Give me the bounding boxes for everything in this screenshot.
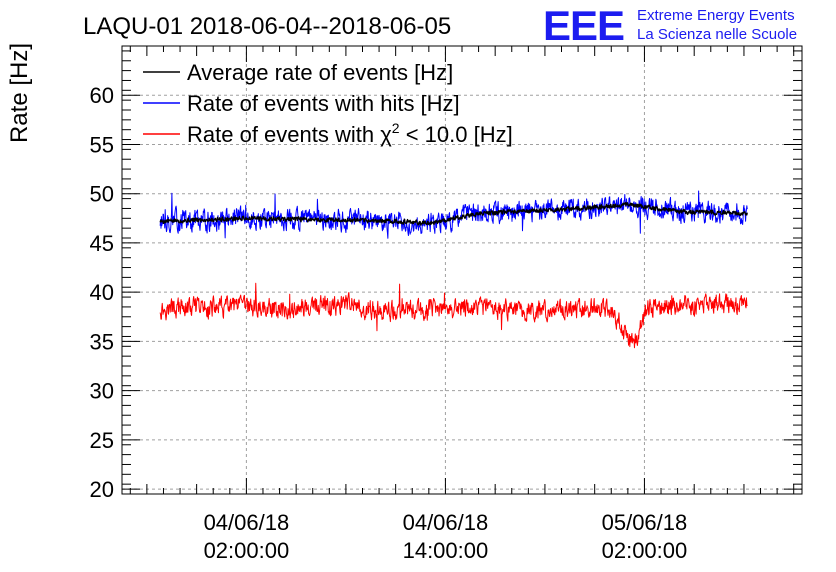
y-axis-label: Rate [Hz]: [6, 43, 33, 143]
y-tick-label: 50: [90, 182, 114, 207]
series-line-chi2: [159, 282, 748, 349]
y-tick-label: 55: [90, 132, 114, 157]
y-tick-label: 30: [90, 379, 114, 404]
legend-label-hits: Rate of events with hits [Hz]: [187, 91, 460, 116]
eee-logo-line2: La Scienza nelle Scuole: [637, 26, 797, 43]
eee-logo-line1: Extreme Energy Events: [637, 7, 795, 24]
series-line-average: [159, 201, 748, 226]
y-tick-label: 20: [90, 477, 114, 502]
x-tick-label-time: 02:00:00: [204, 538, 290, 563]
eee-logo: EEE Extreme Energy Events La Scienza nel…: [543, 2, 797, 49]
x-tick-label-time: 02:00:00: [602, 538, 688, 563]
chart-title: LAQU-01 2018-06-04--2018-06-05: [83, 13, 451, 40]
y-tick-label: 60: [90, 83, 114, 108]
legend-label-chi2-sup: 2: [392, 120, 400, 136]
grid: [122, 46, 802, 494]
x-tick-label-date: 04/06/18: [204, 510, 290, 535]
legend: Average rate of events [Hz] Rate of even…: [143, 60, 513, 147]
series-layer: [159, 190, 748, 349]
legend-label-chi2-suffix: < 10.0 [Hz]: [400, 122, 513, 147]
y-tick-label: 35: [90, 329, 114, 354]
y-tick-label: 45: [90, 231, 114, 256]
legend-label-chi2-prefix: Rate of events with: [187, 122, 380, 147]
y-axis-ticks: 20 25 30 35 40 45 50 55 60: [90, 50, 802, 502]
y-tick-label: 25: [90, 428, 114, 453]
legend-label-chi2: Rate of events with χ2 < 10.0 [Hz]: [187, 120, 513, 147]
x-tick-label-date: 04/06/18: [403, 510, 489, 535]
eee-logo-mark: EEE: [543, 2, 624, 49]
x-axis-ticks: 04/06/18 02:00:00 04/06/18 14:00:00 05/06/18…: [129, 46, 795, 563]
x-tick-label-date: 05/06/18: [602, 510, 688, 535]
legend-label-chi2-symbol: χ: [380, 122, 392, 147]
y-tick-label: 40: [90, 280, 114, 305]
series-line-hits: [159, 190, 748, 239]
legend-label-average: Average rate of events [Hz]: [187, 60, 453, 85]
x-tick-label-time: 14:00:00: [403, 538, 489, 563]
